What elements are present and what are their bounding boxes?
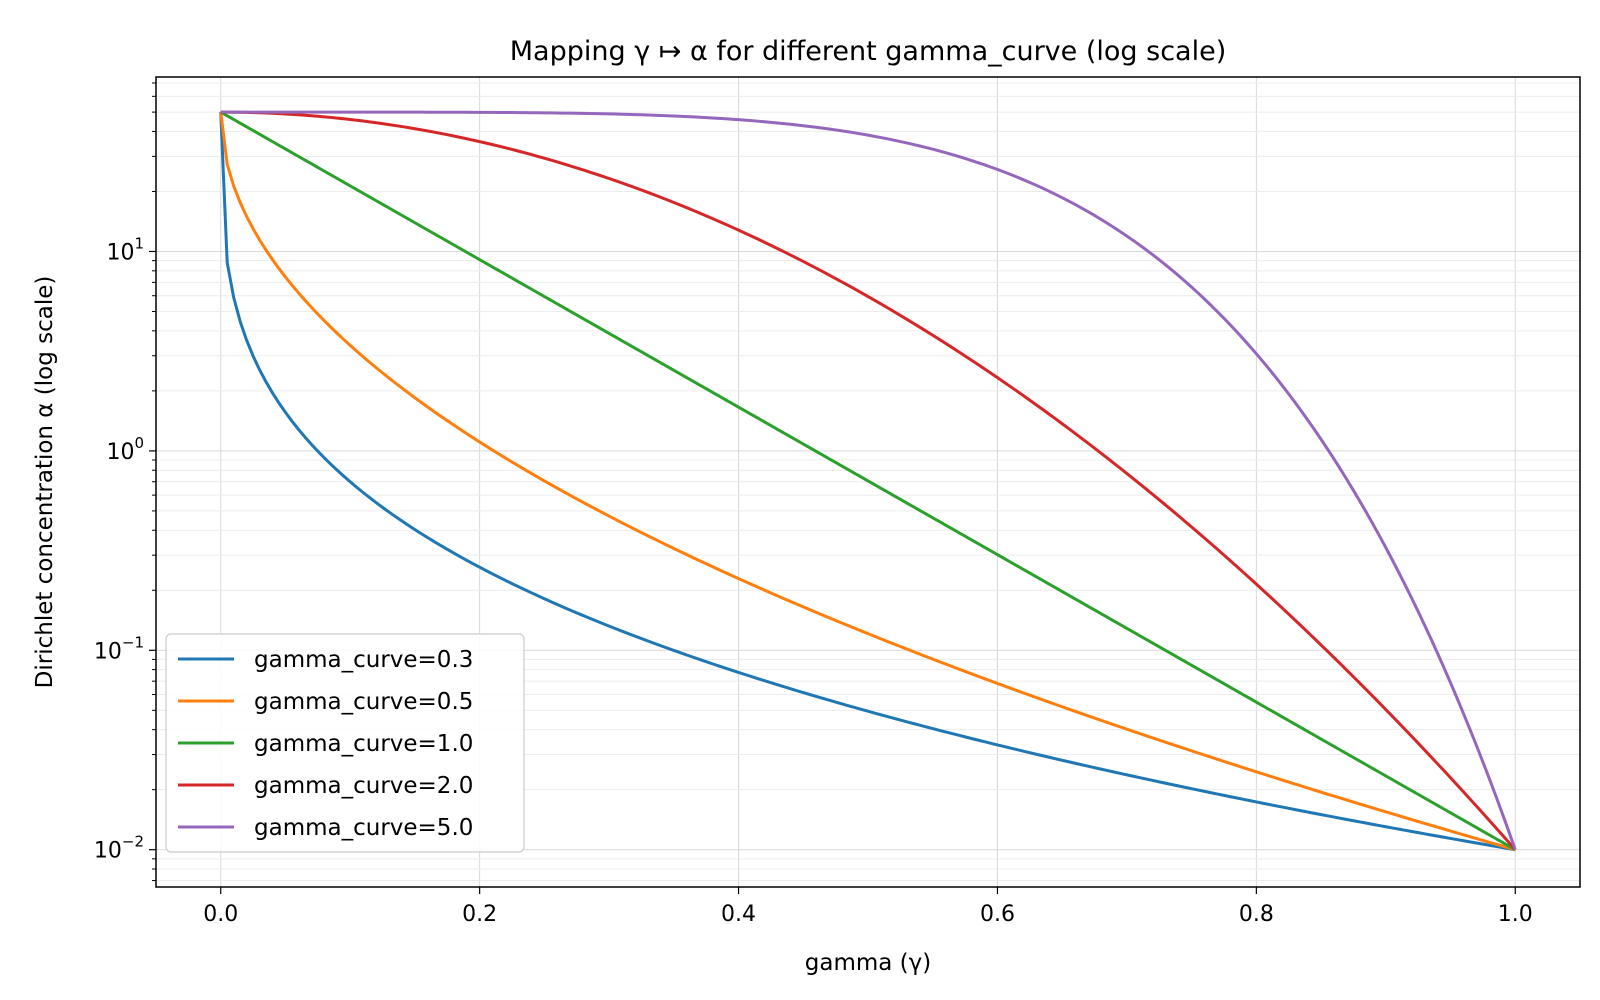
legend-label: gamma_curve=5.0	[254, 815, 473, 841]
x-tick-label: 0.6	[980, 902, 1015, 927]
series-line	[220, 110, 1517, 851]
legend-label: gamma_curve=1.0	[254, 731, 473, 757]
y-tick-label: 10−2	[94, 833, 144, 864]
x-tick-label: 0.8	[1239, 902, 1274, 927]
x-tick-label: 0.0	[203, 902, 238, 927]
y-axis: 10−2 10−1 100 101	[94, 82, 156, 882]
x-tick-label: 1.0	[1498, 902, 1533, 927]
y-tick-label: 10−1	[94, 633, 144, 664]
series-line	[220, 110, 1517, 851]
legend-label: gamma_curve=0.3	[254, 647, 473, 673]
series-line	[219, 111, 1516, 852]
legend: gamma_curve=0.3 gamma_curve=0.5 gamma_curv…	[165, 633, 525, 853]
x-tick-label: 0.4	[721, 902, 756, 927]
legend-label: gamma_curve=2.0	[254, 773, 473, 799]
y-axis-label: Dirichlet concentration α (log scale)	[32, 276, 58, 689]
grid	[156, 77, 1580, 887]
legend-box	[165, 633, 525, 853]
series-line	[219, 112, 1516, 852]
series-line	[219, 110, 1517, 851]
y-tick-label: 100	[106, 434, 144, 465]
x-axis-label: gamma (γ)	[805, 950, 931, 976]
chart-title: Mapping γ ↦ α for different gamma_curve …	[510, 36, 1227, 67]
x-tick-label: 0.2	[462, 902, 497, 927]
x-axis: 0.0 0.2 0.4 0.6 0.8 1.0	[203, 887, 1533, 927]
legend-label: gamma_curve=0.5	[254, 689, 473, 715]
series-lines	[219, 110, 1517, 852]
y-tick-label: 101	[106, 234, 144, 265]
